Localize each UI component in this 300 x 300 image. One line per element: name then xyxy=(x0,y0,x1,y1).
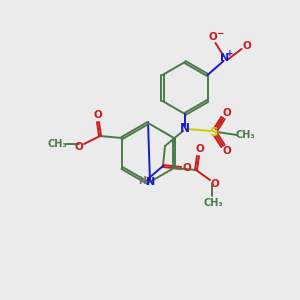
Text: S: S xyxy=(209,125,217,139)
Text: O: O xyxy=(75,142,83,152)
Text: O: O xyxy=(223,146,231,156)
Text: CH₃: CH₃ xyxy=(235,130,255,140)
Text: O: O xyxy=(223,108,231,118)
Text: N: N xyxy=(220,53,229,63)
Text: +: + xyxy=(226,49,233,58)
Text: −: − xyxy=(216,28,223,38)
Text: CH₃: CH₃ xyxy=(203,198,223,208)
Text: O: O xyxy=(208,32,217,42)
Text: CH₃: CH₃ xyxy=(47,139,67,149)
Text: O: O xyxy=(94,110,102,120)
Text: O: O xyxy=(242,41,251,51)
Text: H: H xyxy=(138,176,146,186)
Text: O: O xyxy=(196,144,204,154)
Text: O: O xyxy=(183,163,191,173)
Text: O: O xyxy=(211,179,219,189)
Text: N: N xyxy=(146,177,156,187)
Text: N: N xyxy=(180,122,190,134)
